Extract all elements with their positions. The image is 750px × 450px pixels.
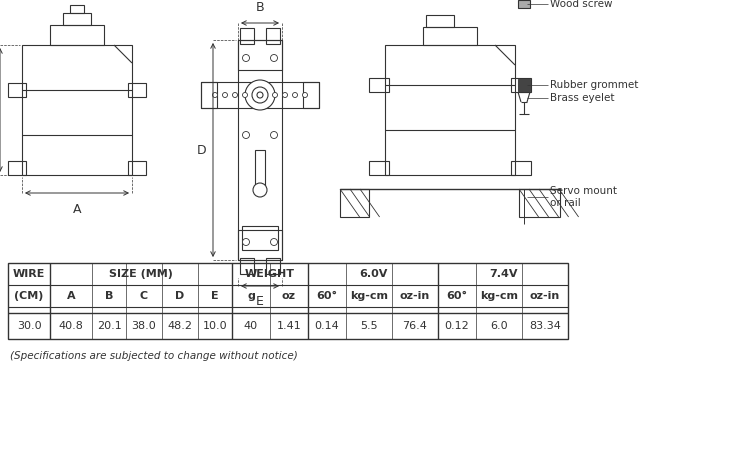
Bar (240, 258, 254, 274)
Bar (238, 40, 282, 260)
Text: 60°: 60° (316, 291, 338, 301)
Circle shape (271, 238, 278, 246)
Circle shape (252, 87, 268, 103)
Bar (201, 82, 319, 108)
Bar (22, 45, 132, 175)
Circle shape (212, 93, 217, 98)
Text: oz: oz (282, 291, 296, 301)
Bar (385, 45, 515, 175)
Bar (369, 161, 389, 175)
Text: 60°: 60° (446, 291, 467, 301)
Circle shape (302, 93, 307, 98)
Bar (511, 78, 531, 92)
Circle shape (223, 93, 227, 98)
Text: WEIGHT: WEIGHT (245, 269, 295, 279)
Text: B: B (105, 291, 113, 301)
Bar (518, 0, 530, 8)
Circle shape (253, 183, 267, 197)
Text: C: C (140, 291, 148, 301)
Bar (70, 5, 84, 13)
Circle shape (242, 93, 248, 98)
Text: 83.34: 83.34 (529, 321, 561, 331)
Text: Rubber grommet: Rubber grommet (550, 80, 638, 90)
Text: Servo mount
or rail: Servo mount or rail (550, 186, 617, 208)
Bar (426, 15, 454, 27)
Text: (Specifications are subjected to change without notice): (Specifications are subjected to change … (10, 351, 298, 361)
Text: E: E (211, 291, 219, 301)
Bar (50, 25, 104, 45)
Bar (266, 258, 280, 274)
Bar (8, 263, 568, 339)
Text: kg-cm: kg-cm (350, 291, 388, 301)
Text: Wood screw: Wood screw (550, 0, 613, 9)
Bar (240, 28, 254, 44)
Text: A: A (73, 203, 81, 216)
Text: 38.0: 38.0 (132, 321, 156, 331)
Text: D: D (196, 144, 206, 157)
Bar (340, 189, 369, 217)
Text: 5.5: 5.5 (360, 321, 378, 331)
Circle shape (245, 80, 275, 110)
Circle shape (232, 93, 238, 98)
Circle shape (283, 93, 287, 98)
Bar (266, 28, 280, 44)
Bar (518, 79, 530, 91)
Bar (423, 27, 477, 45)
Text: g: g (247, 291, 255, 301)
Circle shape (242, 54, 250, 62)
Text: 48.2: 48.2 (167, 321, 193, 331)
Circle shape (292, 93, 298, 98)
Circle shape (272, 93, 278, 98)
Bar (303, 82, 319, 108)
Bar (128, 83, 146, 97)
Text: 1.41: 1.41 (277, 321, 302, 331)
Text: Brass eyelet: Brass eyelet (550, 93, 614, 103)
Bar (128, 161, 146, 175)
Circle shape (271, 54, 278, 62)
Text: E: E (256, 295, 264, 308)
Bar (238, 230, 282, 260)
Text: 30.0: 30.0 (16, 321, 41, 331)
Text: 0.12: 0.12 (445, 321, 470, 331)
Circle shape (242, 238, 250, 246)
Text: kg-cm: kg-cm (480, 291, 518, 301)
Text: 40: 40 (244, 321, 258, 331)
Circle shape (257, 92, 263, 98)
Text: 6.0V: 6.0V (358, 269, 387, 279)
Bar (511, 161, 531, 175)
Bar (8, 161, 26, 175)
Polygon shape (520, 0, 528, 8)
Bar (8, 83, 26, 97)
Text: 10.0: 10.0 (202, 321, 227, 331)
Text: (CM): (CM) (14, 291, 44, 301)
Text: 6.0: 6.0 (490, 321, 508, 331)
Text: 20.1: 20.1 (97, 321, 122, 331)
Text: B: B (256, 1, 264, 14)
Text: WIRE: WIRE (13, 269, 45, 279)
Text: D: D (176, 291, 184, 301)
Bar (63, 13, 91, 25)
Bar (255, 150, 265, 190)
Text: 40.8: 40.8 (58, 321, 83, 331)
Text: oz-in: oz-in (530, 291, 560, 301)
Text: 0.14: 0.14 (315, 321, 339, 331)
Text: oz-in: oz-in (400, 291, 430, 301)
Text: 7.4V: 7.4V (489, 269, 518, 279)
Bar (201, 82, 217, 108)
Bar (238, 40, 282, 70)
Circle shape (242, 131, 250, 139)
Circle shape (271, 131, 278, 139)
Bar (369, 78, 389, 92)
Bar (242, 226, 278, 250)
Text: A: A (67, 291, 75, 301)
Text: 76.4: 76.4 (403, 321, 427, 331)
Bar (519, 189, 560, 217)
Text: SIZE (MM): SIZE (MM) (109, 269, 173, 279)
